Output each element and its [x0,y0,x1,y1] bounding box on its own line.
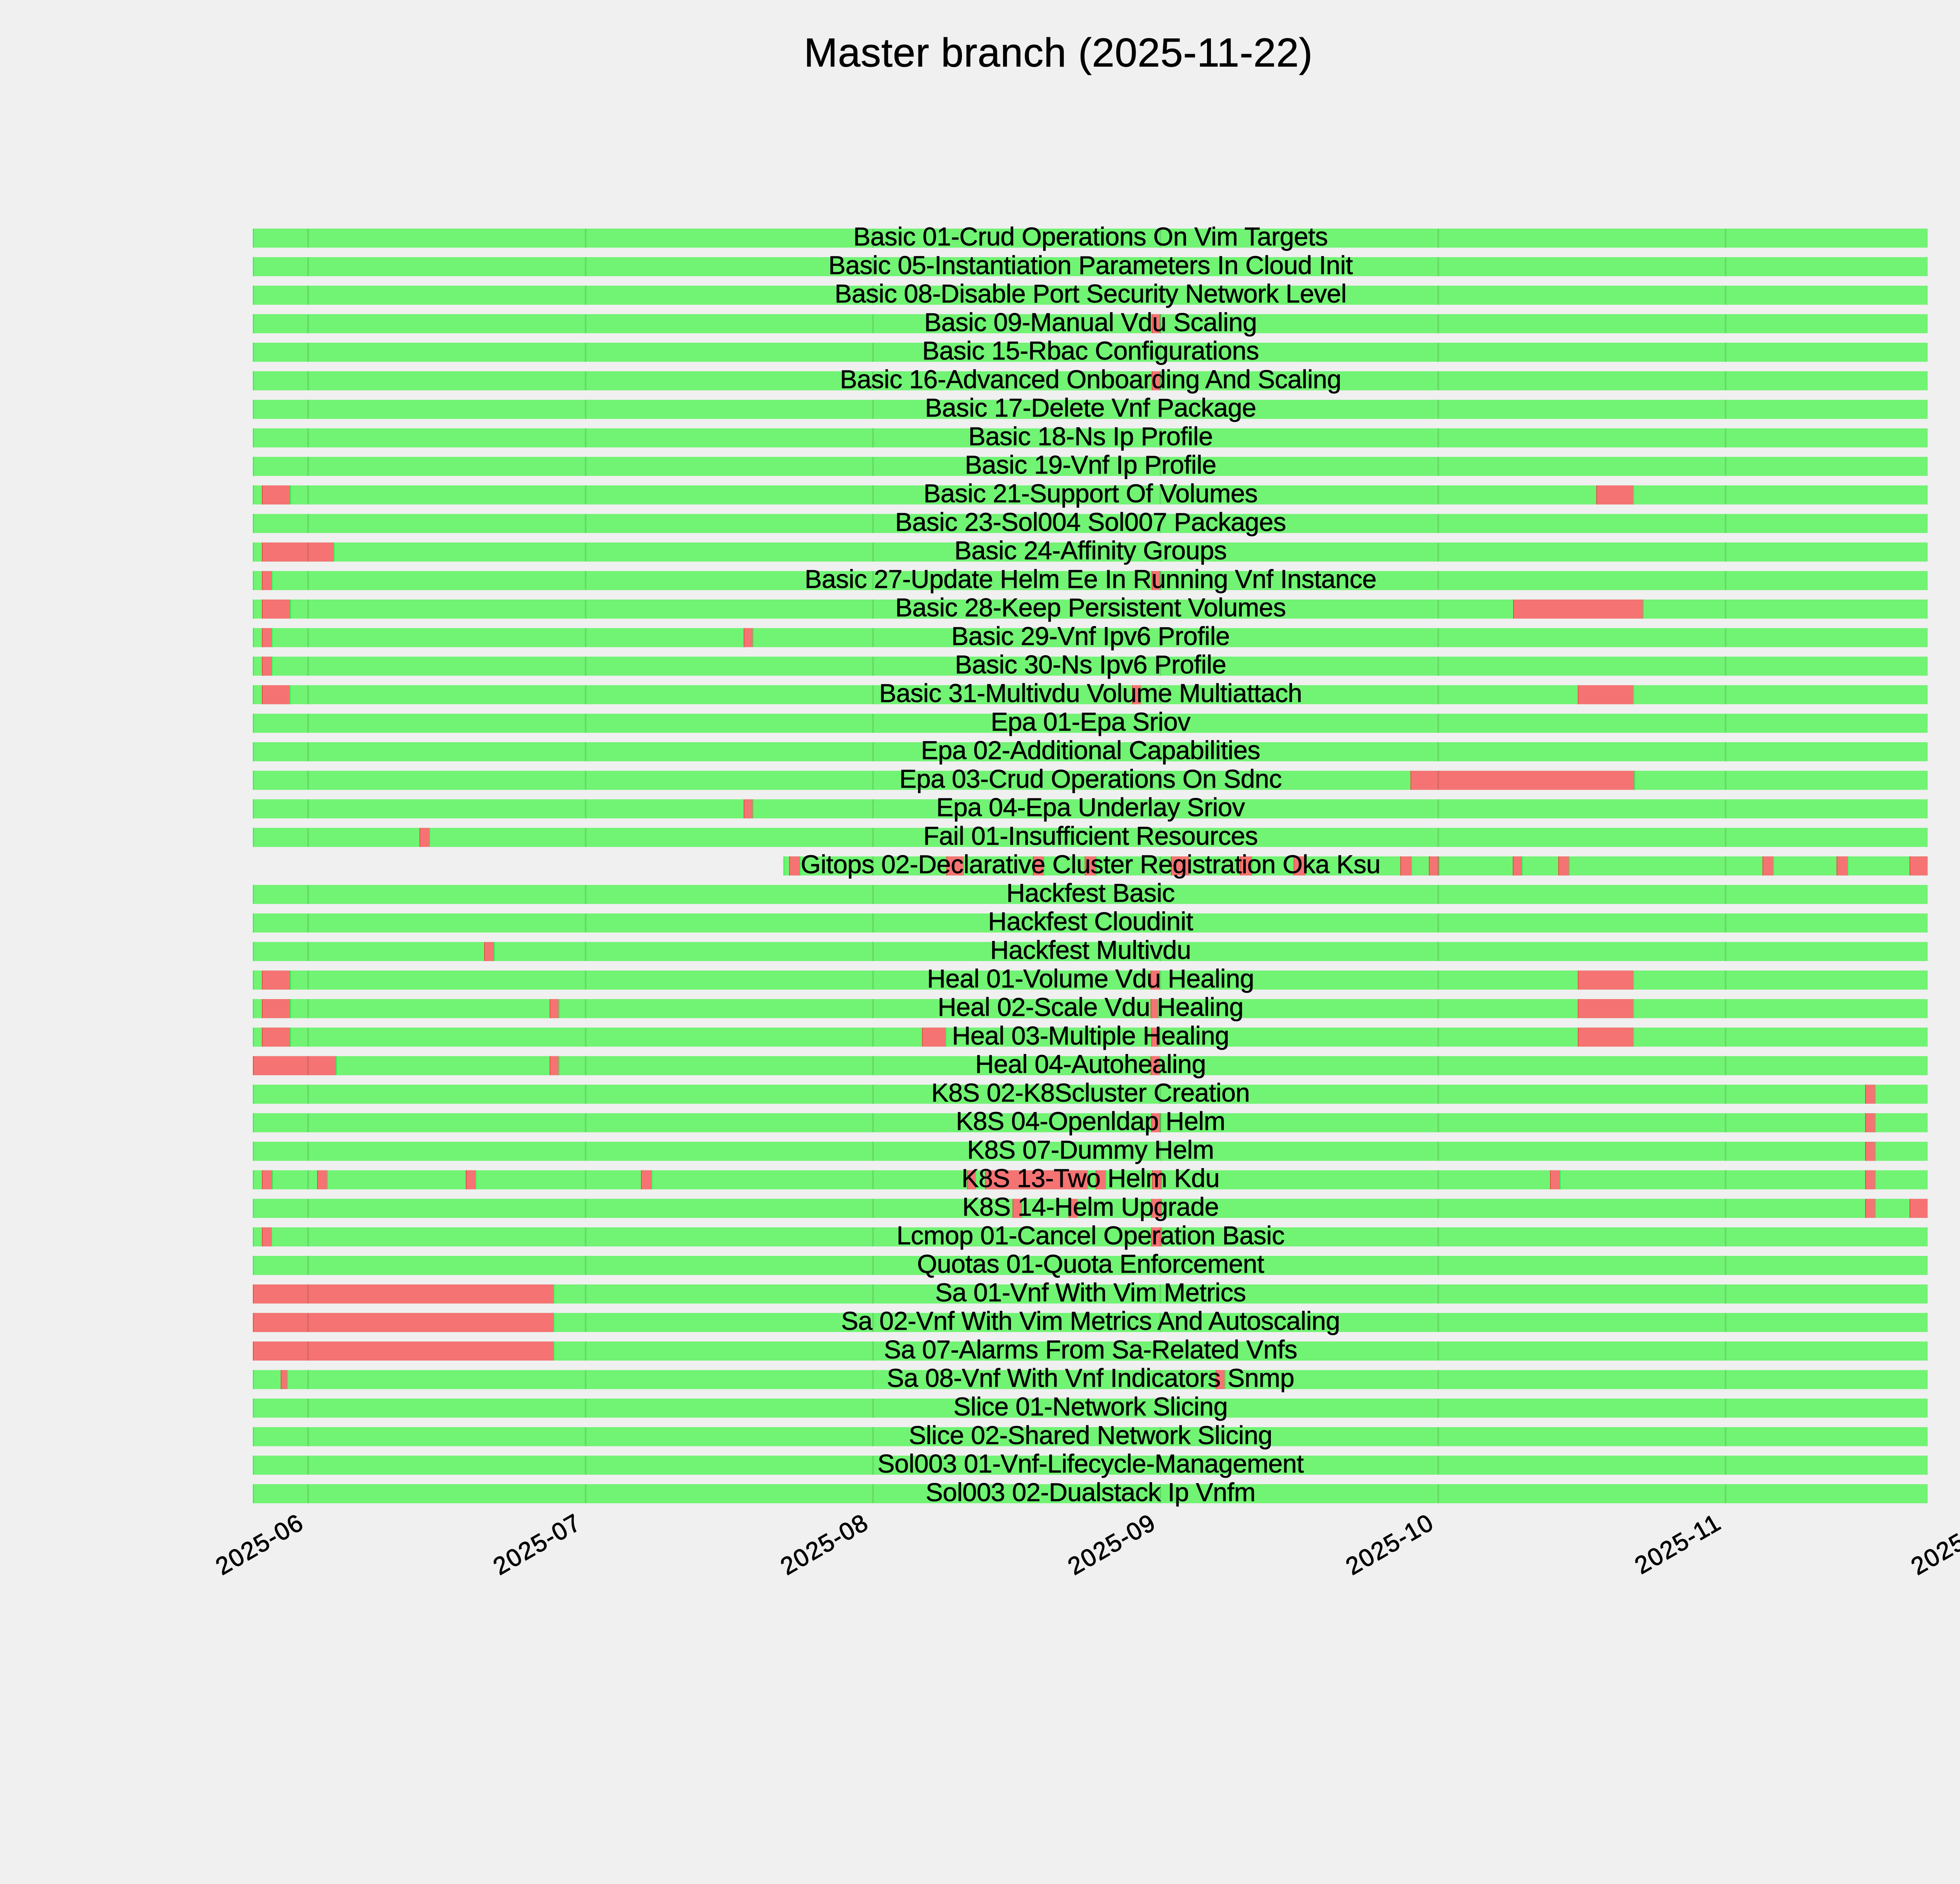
svg-text:Basic 31-Multivdu Volume Multi: Basic 31-Multivdu Volume Multiattach [879,679,1302,708]
svg-text:Basic 05-Instantiation Paramet: Basic 05-Instantiation Parameters In Clo… [828,251,1353,280]
svg-text:Heal 02-Scale Vdu Healing: Heal 02-Scale Vdu Healing [938,992,1243,1021]
svg-text:Basic 21-Support Of Volumes: Basic 21-Support Of Volumes [924,479,1258,508]
svg-text:Slice 02-Shared Network Slicin: Slice 02-Shared Network Slicing [909,1421,1272,1450]
svg-text:K8S 13-Two Helm Kdu: K8S 13-Two Helm Kdu [962,1164,1220,1193]
svg-text:Sa 02-Vnf With Vim Metrics And: Sa 02-Vnf With Vim Metrics And Autoscali… [841,1306,1340,1335]
svg-text:Basic 17-Delete Vnf Package: Basic 17-Delete Vnf Package [925,393,1256,422]
svg-text:Epa 02-Additional Capabilities: Epa 02-Additional Capabilities [921,736,1260,765]
svg-text:Basic 16-Advanced Onboarding A: Basic 16-Advanced Onboarding And Scaling [840,365,1341,394]
svg-text:Hackfest Multivdu: Hackfest Multivdu [990,936,1191,965]
svg-text:Hackfest Basic: Hackfest Basic [1006,878,1174,907]
svg-text:Lcmop 01-Cancel Operation Basi: Lcmop 01-Cancel Operation Basic [897,1221,1285,1250]
svg-text:K8S 02-K8Scluster Creation: K8S 02-K8Scluster Creation [931,1078,1250,1107]
svg-text:Basic 08-Disable Port Security: Basic 08-Disable Port Security Network L… [835,279,1347,308]
svg-text:Basic 27-Update Helm Ee In Run: Basic 27-Update Helm Ee In Running Vnf I… [805,564,1377,593]
svg-text:K8S 04-Openldap Helm: K8S 04-Openldap Helm [956,1106,1225,1135]
svg-text:Epa 04-Epa Underlay Sriov: Epa 04-Epa Underlay Sriov [936,793,1245,822]
svg-text:Quotas 01-Quota Enforcement: Quotas 01-Quota Enforcement [917,1249,1264,1278]
svg-text:Sa 08-Vnf With Vnf Indicators: Sa 08-Vnf With Vnf Indicators Snmp [887,1363,1294,1392]
svg-text:Basic 30-Ns Ipv6 Profile: Basic 30-Ns Ipv6 Profile [955,650,1226,679]
svg-text:Basic 29-Vnf Ipv6 Profile: Basic 29-Vnf Ipv6 Profile [951,621,1230,650]
svg-text:Basic 24-Affinity Groups: Basic 24-Affinity Groups [955,536,1227,565]
svg-text:Heal 03-Multiple Healing: Heal 03-Multiple Healing [952,1021,1229,1050]
svg-text:Basic 15-Rbac Configurations: Basic 15-Rbac Configurations [922,336,1259,365]
svg-text:Basic 09-Manual Vdu Scaling: Basic 09-Manual Vdu Scaling [924,307,1257,336]
svg-text:Sa 07-Alarms From Sa-Related V: Sa 07-Alarms From Sa-Related Vnfs [884,1335,1298,1364]
svg-text:Heal 04-Autohealing: Heal 04-Autohealing [975,1050,1206,1079]
svg-text:Sol003 02-Dualstack Ip Vnfm: Sol003 02-Dualstack Ip Vnfm [926,1477,1255,1506]
svg-text:Basic 28-Keep Persistent Volum: Basic 28-Keep Persistent Volumes [895,593,1286,622]
svg-text:Master branch (2025-11-22): Master branch (2025-11-22) [804,30,1313,75]
svg-text:Basic 18-Ns Ip Profile: Basic 18-Ns Ip Profile [968,422,1213,451]
svg-text:Epa 03-Crud Operations On Sdnc: Epa 03-Crud Operations On Sdnc [899,764,1282,793]
svg-text:Fail 01-Insufficient Resources: Fail 01-Insufficient Resources [923,821,1258,850]
svg-text:Basic 19-Vnf Ip Profile: Basic 19-Vnf Ip Profile [965,450,1216,479]
svg-text:Epa 01-Epa Sriov: Epa 01-Epa Sriov [991,707,1191,736]
svg-text:K8S 07-Dummy Helm: K8S 07-Dummy Helm [967,1135,1214,1164]
svg-text:Heal 01-Volume Vdu Healing: Heal 01-Volume Vdu Healing [927,964,1254,993]
svg-text:Hackfest Cloudinit: Hackfest Cloudinit [988,907,1193,936]
svg-text:Basic 01-Crud Operations On Vi: Basic 01-Crud Operations On Vim Targets [853,222,1328,251]
svg-text:Gitops 02-Declarative Cluster: Gitops 02-Declarative Cluster Registrati… [801,850,1381,879]
svg-text:K8S 14-Helm Upgrade: K8S 14-Helm Upgrade [962,1192,1219,1221]
svg-text:Slice 01-Network Slicing: Slice 01-Network Slicing [953,1392,1228,1421]
svg-text:Sol003 01-Vnf-Lifecycle-Manage: Sol003 01-Vnf-Lifecycle-Management [877,1449,1303,1478]
svg-text:Basic 23-Sol004 Sol007 Package: Basic 23-Sol004 Sol007 Packages [895,507,1286,536]
svg-text:Sa 01-Vnf With Vim Metrics: Sa 01-Vnf With Vim Metrics [935,1278,1246,1307]
